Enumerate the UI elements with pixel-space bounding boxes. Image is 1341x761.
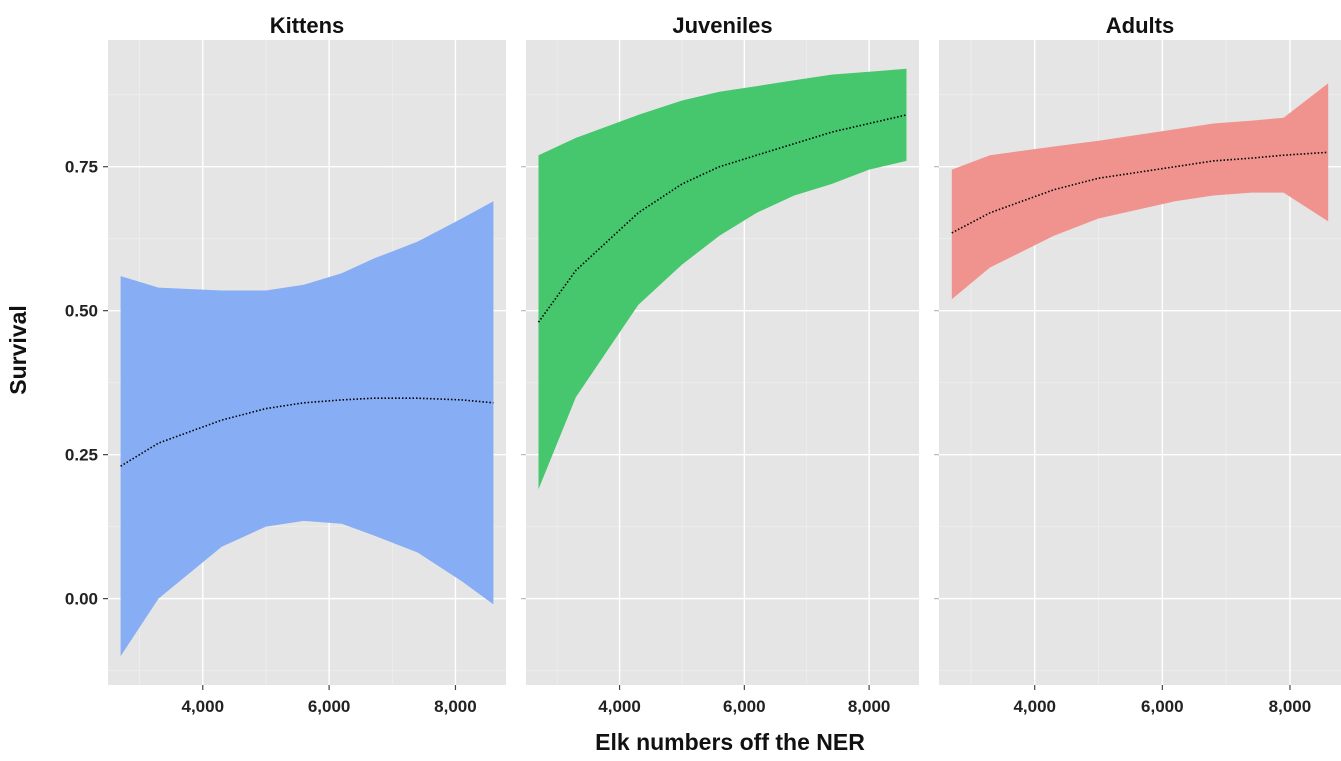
- panel-adults: Adults 4,000 6,000 8,000: [934, 13, 1341, 716]
- y-tick-label: 0.00: [65, 590, 98, 609]
- fitted-line: [537, 114, 907, 323]
- x-tick-label: 6,000: [1141, 697, 1184, 716]
- x-tick-label: 4,000: [1013, 697, 1056, 716]
- panel-juveniles: Juveniles 4,000 6,000 8,000: [521, 13, 919, 716]
- y-tick-label: 0.25: [65, 446, 98, 465]
- y-tick-label: 0.75: [65, 158, 98, 177]
- x-tick-label: 6,000: [723, 697, 766, 716]
- confidence-ribbon: [951, 83, 1329, 300]
- x-tick-label: 8,000: [848, 697, 891, 716]
- x-tick-label: 8,000: [434, 697, 477, 716]
- panel-kittens: Kittens 4,000 6,000 8,000 0.00 0.25 0.50 0.75: [65, 13, 506, 716]
- fitted-line: [951, 151, 1329, 234]
- x-axis-title: Elk numbers off the NER: [595, 729, 865, 755]
- chart-panels: Kittens 4,000 6,000 8,000 0.00 0.25 0.50 0.75 Ju…: [65, 13, 1341, 716]
- panel-title: Adults: [1106, 13, 1174, 38]
- x-tick-label: 6,000: [308, 697, 351, 716]
- y-axis-title: Survival: [5, 305, 31, 395]
- confidence-ribbon: [538, 68, 907, 490]
- panel-title: Juveniles: [672, 13, 772, 38]
- x-tick-label: 8,000: [1269, 697, 1312, 716]
- y-tick-label: 0.50: [65, 302, 98, 321]
- x-tick-label: 4,000: [181, 697, 224, 716]
- confidence-ribbon: [120, 201, 494, 657]
- fitted-line: [120, 397, 494, 467]
- x-tick-label: 4,000: [598, 697, 641, 716]
- panel-title: Kittens: [270, 13, 345, 38]
